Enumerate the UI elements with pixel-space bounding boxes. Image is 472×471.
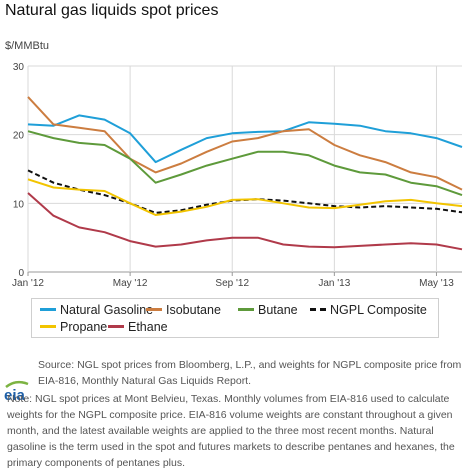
legend-swatch <box>40 308 56 312</box>
legend-label: Isobutane <box>166 303 221 317</box>
legend-label: Natural Gasoline <box>60 303 154 317</box>
x-tick-label: May '12 <box>113 278 148 289</box>
y-axis-label: $/MMBtu <box>5 40 49 52</box>
series-line <box>27 96 463 191</box>
series-line <box>27 114 463 164</box>
x-tick-label: Jan '13 <box>318 278 350 289</box>
legend-swatch <box>146 308 162 312</box>
legend-item: NGPL Composite <box>310 303 427 317</box>
legend-item: Propane <box>40 320 107 334</box>
legend-label: Propane <box>60 320 108 334</box>
y-tick-label: 0 <box>18 268 24 279</box>
legend-item: Isobutane <box>146 303 221 317</box>
series-lines <box>27 96 463 251</box>
y-tick-labels: 0 10 20 30 <box>13 62 25 279</box>
y-tick-label: 20 <box>13 131 25 142</box>
footnote: Note: NGL spot prices at Mont Belvieu, T… <box>7 393 455 469</box>
gridlines <box>27 65 462 276</box>
chart-title: Natural gas liquids spot prices <box>5 2 219 19</box>
legend-swatch <box>238 308 254 312</box>
series-line <box>27 178 463 216</box>
eia-logo-text: eia <box>4 387 26 404</box>
legend-label: Butane <box>258 303 298 317</box>
legend-item: Butane <box>238 303 298 317</box>
eia-logo: eia <box>4 380 29 404</box>
legend-swatch <box>40 325 56 329</box>
series-line <box>27 169 463 214</box>
legend-swatch <box>310 308 326 312</box>
x-tick-label: May '13 <box>419 278 454 289</box>
chart-legend: Natural Gasoline Isobutane Butane NGPL Comp… <box>31 298 439 338</box>
series-line <box>27 130 463 197</box>
legend-item: Natural Gasoline <box>40 303 153 317</box>
legend-label: Ethane <box>128 320 168 334</box>
source-note: Source: NGL spot prices from Bloomberg, … <box>38 359 462 387</box>
x-tick-label: Jan '12 <box>12 278 44 289</box>
x-tick-label: Sep '12 <box>215 278 249 289</box>
y-tick-label: 30 <box>13 62 25 73</box>
series-line <box>27 192 463 251</box>
legend-item: Ethane <box>108 320 168 334</box>
legend-swatch <box>108 325 124 329</box>
y-tick-label: 10 <box>13 199 25 210</box>
legend-label: NGPL Composite <box>330 303 427 317</box>
x-tick-labels: Jan '12 May '12 Sep '12 Jan '13 May '13 <box>12 278 454 289</box>
